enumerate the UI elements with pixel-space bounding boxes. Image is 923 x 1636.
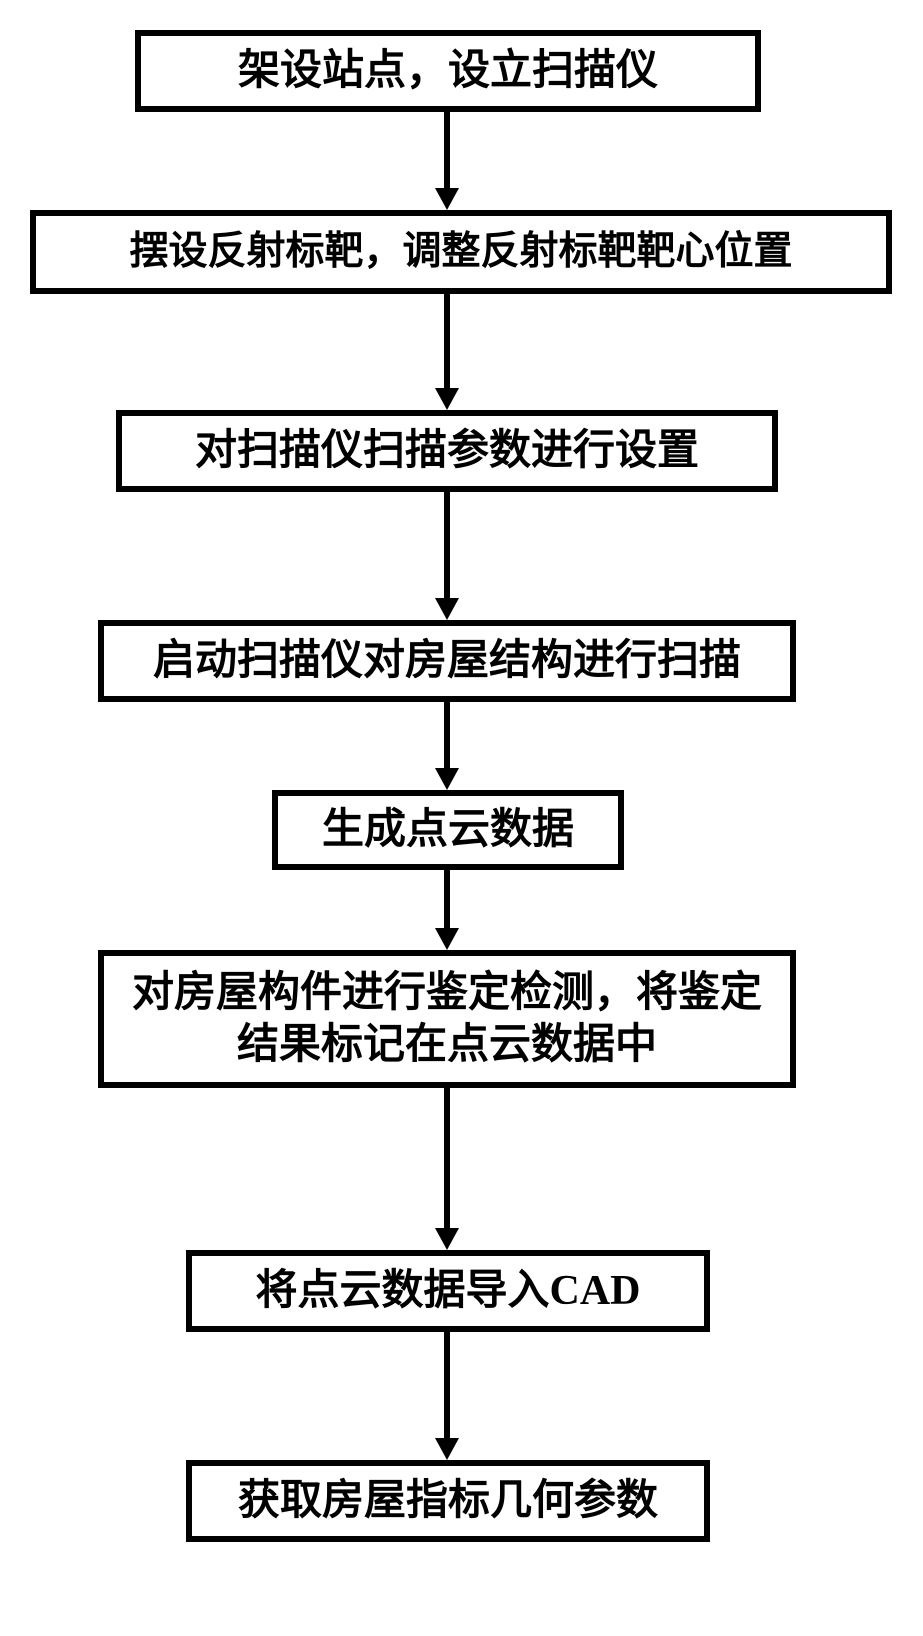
flow-node-7: 将点云数据导入CAD (186, 1250, 710, 1332)
flowchart-canvas: 架设站点，设立扫描仪 摆设反射标靶，调整反射标靶靶心位置 对扫描仪扫描参数进行设… (0, 0, 923, 1636)
flow-node-5: 生成点云数据 (272, 790, 624, 870)
flow-node-3-label: 对扫描仪扫描参数进行设置 (195, 425, 699, 478)
flow-node-8-label: 获取房屋指标几何参数 (238, 1475, 658, 1528)
flow-node-7-label: 将点云数据导入CAD (256, 1265, 641, 1318)
flow-edge-6-head (435, 1228, 459, 1250)
flow-node-6: 对房屋构件进行鉴定检测，将鉴定结果标记在点云数据中 (98, 950, 796, 1088)
flow-edge-3-line (444, 492, 450, 598)
flow-edge-2-line (444, 294, 450, 388)
flow-edge-2-head (435, 388, 459, 410)
flow-edge-1-head (435, 188, 459, 210)
flow-node-3: 对扫描仪扫描参数进行设置 (116, 410, 778, 492)
flow-node-8: 获取房屋指标几何参数 (186, 1460, 710, 1542)
flow-edge-3-head (435, 598, 459, 620)
flow-edge-4-line (444, 702, 450, 768)
flow-edge-5-line (444, 870, 450, 928)
flow-node-4: 启动扫描仪对房屋结构进行扫描 (98, 620, 796, 702)
flow-edge-1-line (444, 112, 450, 188)
flow-node-2-label: 摆设反射标靶，调整反射标靶靶心位置 (129, 228, 792, 277)
flow-edge-4-head (435, 768, 459, 790)
flow-node-5-label: 生成点云数据 (322, 804, 574, 857)
flow-node-4-label: 启动扫描仪对房屋结构进行扫描 (153, 635, 741, 688)
flow-edge-5-head (435, 928, 459, 950)
flow-node-6-label: 对房屋构件进行鉴定检测，将鉴定结果标记在点云数据中 (118, 967, 776, 1072)
flow-edge-7-head (435, 1438, 459, 1460)
flow-node-1: 架设站点，设立扫描仪 (135, 30, 761, 112)
flow-node-1-label: 架设站点，设立扫描仪 (238, 45, 658, 98)
flow-edge-7-line (444, 1332, 450, 1438)
flow-edge-6-line (444, 1088, 450, 1228)
flow-node-2: 摆设反射标靶，调整反射标靶靶心位置 (30, 210, 892, 294)
